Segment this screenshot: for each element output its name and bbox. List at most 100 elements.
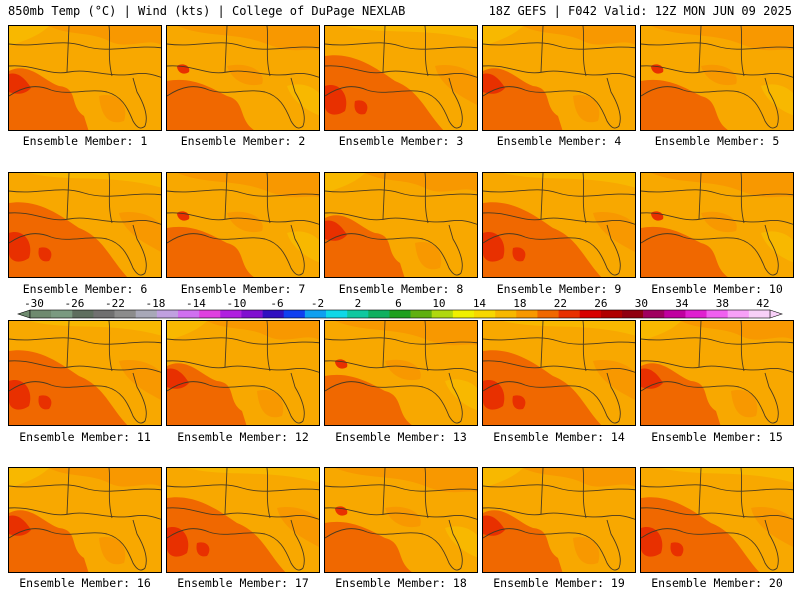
- state-boundary: [224, 468, 228, 515]
- state-boundary: [641, 65, 793, 78]
- member-caption: Ensemble Member: 2: [180, 134, 306, 148]
- state-boundary: [325, 65, 477, 78]
- ensemble-map-panel: [640, 320, 794, 426]
- state-boundary: [108, 321, 113, 372]
- state-boundary: [641, 372, 779, 424]
- state-boundary: [483, 224, 621, 276]
- temperature-field-map: [483, 468, 635, 572]
- state-boundary: [740, 321, 745, 372]
- temperature-contour-fill: [523, 468, 635, 487]
- temperature-contour-fill: [325, 173, 365, 193]
- temperature-contour-fill: [701, 211, 737, 233]
- temperature-contour-fill: [9, 515, 31, 536]
- temperature-field-map: [641, 468, 793, 572]
- state-boundary: [9, 360, 161, 373]
- temperature-field-map: [483, 173, 635, 277]
- temperature-contour-fill: [277, 507, 319, 547]
- member-caption: Ensemble Member: 7: [180, 282, 306, 296]
- temperature-field-map: [167, 468, 319, 572]
- colorbar-segment: [114, 310, 137, 318]
- state-boundary: [266, 173, 271, 224]
- state-boundary: [382, 468, 386, 515]
- state-boundary: [66, 321, 70, 368]
- colorbar-segment: [178, 310, 200, 318]
- temperature-contour-fill: [9, 510, 89, 572]
- state-boundary: [108, 468, 113, 519]
- state-boundary: [9, 212, 161, 225]
- colorbar-segment: [304, 310, 327, 318]
- state-boundary: [641, 212, 793, 225]
- colorbar-tick-label: -2: [311, 297, 324, 310]
- state-boundary: [66, 26, 70, 73]
- temperature-field-map: [641, 173, 793, 277]
- temperature-contour-fill: [483, 68, 563, 130]
- state-boundary: [167, 337, 319, 345]
- temperature-contour-fill: [483, 202, 602, 277]
- temperature-field-map: [167, 321, 319, 425]
- temperature-contour-fill: [167, 368, 189, 389]
- temperature-contour-fill: [670, 542, 684, 557]
- state-boundary: [483, 42, 635, 50]
- colorbar-tick-label: 38: [716, 297, 729, 310]
- colorbar-segment: [516, 310, 538, 318]
- temperature-contour-fill: [365, 173, 477, 192]
- ensemble-map-panel: [8, 172, 162, 278]
- state-boundary: [483, 484, 635, 492]
- temperature-contour-fill: [167, 321, 207, 341]
- temperature-field-map: [167, 173, 319, 277]
- colorbar-segment: [600, 310, 623, 318]
- colorbar-segment: [93, 310, 115, 318]
- ensemble-map-panel: [640, 467, 794, 573]
- state-boundary: [325, 360, 477, 373]
- state-boundary: [382, 173, 386, 220]
- colorbar-low-arrow: [17, 309, 31, 319]
- ensemble-map-panel: [166, 25, 320, 131]
- state-boundary: [66, 173, 70, 220]
- state-boundary: [266, 468, 271, 519]
- temperature-contour-fill: [483, 468, 523, 488]
- state-boundary: [325, 519, 463, 571]
- temperature-contour-fill: [345, 26, 477, 41]
- ensemble-map-panel: [640, 25, 794, 131]
- state-boundary: [9, 77, 147, 129]
- ensemble-map-panel: [166, 320, 320, 426]
- temperature-contour-fill: [49, 26, 161, 45]
- member-caption: Ensemble Member: 1: [22, 134, 148, 148]
- temperature-contour-fill: [641, 497, 760, 572]
- temperature-contour-fill: [167, 363, 247, 425]
- state-boundary: [740, 26, 745, 77]
- state-boundary: [266, 321, 271, 372]
- temperature-contour-fill: [641, 321, 681, 341]
- temperature-contour-fill: [335, 321, 477, 346]
- member-caption: Ensemble Member: 19: [493, 576, 625, 590]
- colorbar-segment: [495, 310, 517, 318]
- temperature-contour-fill: [99, 95, 126, 123]
- temperature-contour-fill: [29, 321, 161, 336]
- temperature-field-map: [325, 321, 477, 425]
- colorbar-segment: [706, 310, 729, 318]
- colorbar-tick-label: -10: [227, 297, 247, 310]
- state-boundary: [9, 484, 161, 492]
- member-caption: Ensemble Member: 4: [496, 134, 622, 148]
- temperature-contour-fill: [435, 65, 477, 105]
- colorbar-segment: [51, 310, 73, 318]
- temperature-contour-fill: [751, 507, 793, 547]
- state-boundary: [641, 484, 793, 492]
- colorbar-tick-label: 34: [675, 297, 689, 310]
- map-title: 850mb Temp (°C) | Wind (kts) | College o…: [8, 4, 406, 18]
- temperature-contour-fill: [167, 79, 255, 130]
- colorbar-segment: [643, 310, 665, 318]
- temperature-contour-fill: [701, 64, 737, 86]
- member-caption: Ensemble Member: 3: [338, 134, 464, 148]
- state-boundary: [9, 372, 147, 424]
- state-boundary: [9, 65, 161, 78]
- temperature-contour-fill: [38, 247, 52, 262]
- temperature-contour-fill: [651, 173, 793, 198]
- state-boundary: [483, 372, 621, 424]
- member-caption: Ensemble Member: 8: [338, 282, 464, 296]
- colorbar-tick-label: -14: [186, 297, 206, 310]
- temperature-contour-fill: [523, 26, 635, 45]
- ensemble-map-panel: [482, 320, 636, 426]
- colorbar-segment: [156, 310, 179, 318]
- member-caption: Ensemble Member: 17: [177, 576, 309, 590]
